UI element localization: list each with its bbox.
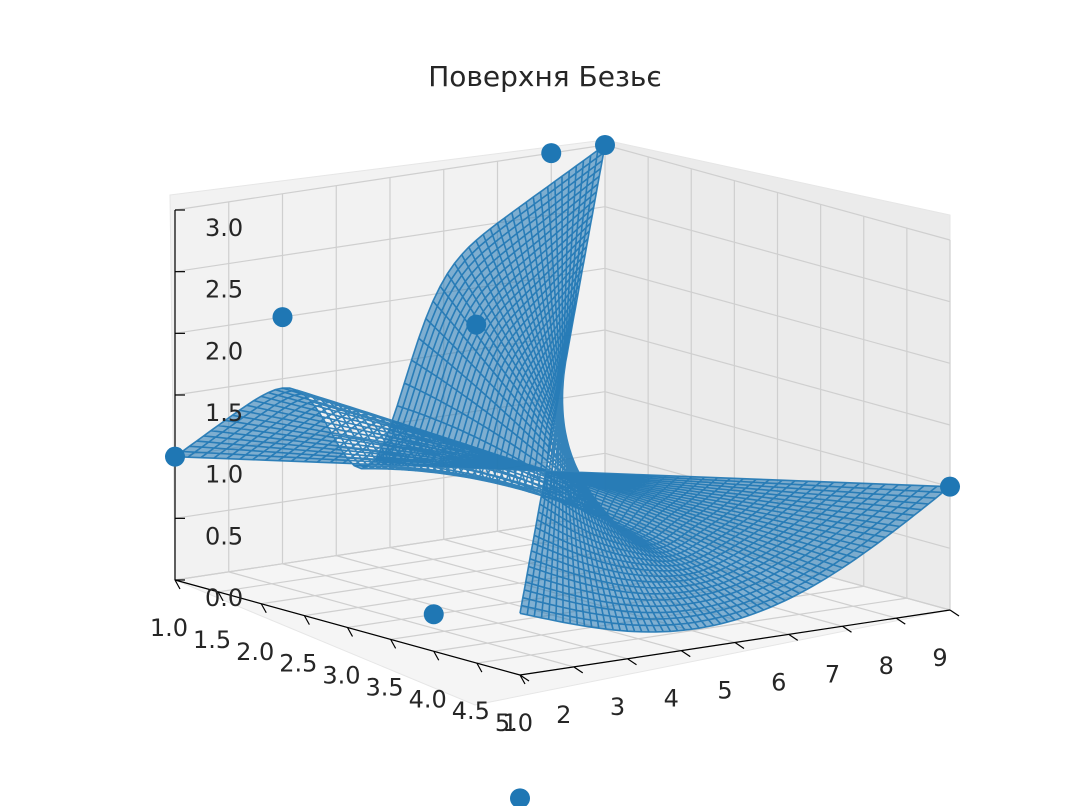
x-tick-mark [788,633,799,641]
control-point [541,143,562,164]
grid-line-z [174,144,606,211]
y-tick-mark [433,650,440,661]
z-tick-label: 0.0 [205,584,243,612]
y-tick-label: 3.0 [322,662,360,690]
y-tick-mark [217,591,224,602]
grid-line-z [174,514,606,581]
x-tick-label: 1 [502,709,517,737]
y-tick-mark [174,579,181,590]
grid-line-z [604,144,951,241]
y-tick-mark [346,627,354,637]
x-tick-mark [734,642,745,649]
control-point [423,604,444,625]
y-tick-mark [476,662,483,673]
x-tick-mark [519,674,530,682]
z-tick-label: 1.0 [205,461,243,489]
y-tick-mark [303,615,310,625]
control-point [510,788,530,806]
z-tick-label: 2.5 [205,276,243,304]
grid-line-z [604,267,951,364]
x-tick-label: 8 [879,652,894,680]
y-tick-label: 5.0 [495,709,533,737]
control-points [165,135,960,806]
grid-line-z [604,206,951,303]
x-tick-label: 3 [610,693,625,721]
y-tick-label: 4.0 [409,685,447,713]
x-tick-mark [627,658,637,666]
y-tick-label: 1.5 [193,626,231,654]
y-tick-label: 1.0 [150,614,188,642]
control-point [595,135,615,155]
z-tick-label: 3.0 [205,214,243,242]
control-point [466,314,487,335]
x-tick-label: 5 [717,677,732,705]
surface-mesh [174,144,951,633]
z-tick-label: 1.5 [205,399,243,427]
grid-line-y [476,597,907,664]
x-tick-label: 7 [825,660,840,688]
grid-line-z [604,329,951,426]
x-tick-label: 6 [771,668,786,696]
y-tick-mark [260,603,267,614]
x-tick-mark [573,666,584,674]
control-point [940,476,960,497]
chart-title: Поверхня Безьє [428,60,662,93]
x-tick-mark [895,617,906,625]
grid-line-z [604,391,951,488]
x-tick-mark [949,609,960,617]
y-tick-label: 4.5 [452,697,490,725]
z-tick-label: 0.5 [205,522,243,550]
x-tick-mark [680,650,691,658]
control-point [165,446,185,467]
axes [174,209,960,685]
x-tick-label: 9 [932,644,947,672]
x-tick-mark [842,625,852,633]
surface-wireframe [174,144,951,633]
x-tick-label: 4 [664,685,679,713]
tick-labels: 9876543215.04.54.03.53.02.52.01.51.00.00… [150,214,948,737]
control-point [272,307,293,328]
y-tick-label: 3.5 [366,673,404,701]
y-tick-label: 2.0 [236,638,274,666]
surface-fill [175,145,950,632]
y-tick-mark [390,639,397,649]
y-tick-label: 2.5 [279,650,317,678]
z-tick-label: 2.0 [205,337,243,365]
x-tick-label: 2 [556,701,571,729]
y-tick-mark [519,674,526,685]
